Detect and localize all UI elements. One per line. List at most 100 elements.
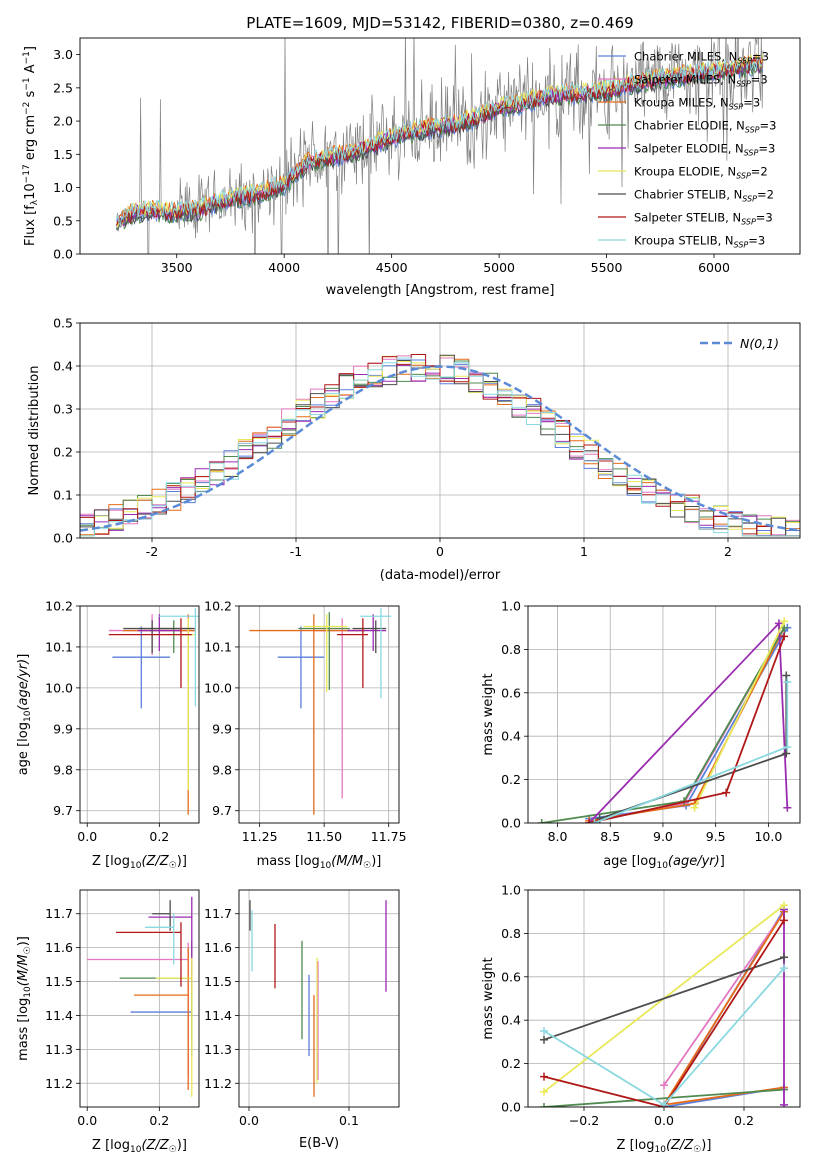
- weight-marker: [540, 1027, 548, 1036]
- y-tick-label: 9.9: [53, 721, 73, 736]
- legend-entry: Kroupa ELODIE, NSSP=2: [634, 165, 768, 181]
- x-tick-label: 5000: [483, 260, 515, 275]
- y-tick-label: 11.2: [45, 1076, 73, 1091]
- y-tick-label: 10.1: [204, 639, 232, 654]
- axes-frame: [527, 605, 801, 824]
- x-tick-label: 0.1: [339, 1113, 359, 1128]
- legend-entry: Chabrier STELIB, NSSP=2: [634, 188, 774, 204]
- y-tick-label: 11.5: [204, 974, 232, 989]
- grid: [80, 890, 199, 1107]
- x-tick-label: 11.25: [242, 829, 278, 844]
- weight-line: [543, 1088, 785, 1107]
- ticks: −0.2 0.0 0.2 0.0 0.2 0.4 0.6 0.8 1.0: [501, 883, 754, 1129]
- x-tick-label: 9.5: [706, 829, 726, 844]
- y-tick-label: 0.4: [501, 1013, 521, 1028]
- x-axis-label: (data-model)/error: [380, 568, 501, 583]
- weight-marker: [780, 964, 788, 973]
- legend-entry: Chabrier ELODIE, NSSP=3: [634, 119, 776, 135]
- y-tick-label: 10.2: [204, 599, 232, 614]
- y-axis-label: Flux [fλ10−17 erg cm−2 s−1 A−1]: [22, 46, 40, 246]
- mass-vs-ebv-panel: 0.0 0.1 11.2 11.3 11.4 11.5 11.6 11.7 E(B-V): [204, 889, 400, 1151]
- y-tick-label: 1.0: [53, 180, 73, 195]
- y-tick-label: 11.3: [204, 1042, 232, 1057]
- y-tick-label: 11.4: [45, 1008, 73, 1023]
- y-tick-label: 11.3: [45, 1042, 73, 1057]
- y-tick-label: 0.1: [53, 488, 73, 503]
- y-tick-label: 0.5: [53, 213, 73, 228]
- y-tick-label: 11.2: [204, 1076, 232, 1091]
- x-axis-label: age [log10(age/yr)]: [603, 854, 725, 871]
- weight-marker: [783, 677, 792, 686]
- y-tick-label: 2.0: [53, 114, 73, 129]
- plot-area: [87, 896, 193, 1097]
- y-tick-label: 0.0: [53, 247, 73, 262]
- mass-vs-metallicity-panel: 0.0 0.2 11.2 11.3 11.4 11.5 11.6 11.7 Z [log10(Z…: [16, 889, 200, 1155]
- weight-line: [543, 956, 785, 1041]
- weight-marker: [590, 819, 599, 823]
- weight-marker: [782, 749, 791, 758]
- y-tick-label: 0.3: [53, 402, 73, 417]
- weight-line: [594, 682, 789, 823]
- mass-weight-vs-metallicity-panel: −0.2 0.0 0.2 0.0 0.2 0.4 0.6 0.8 1.0 mass weight Z…: [481, 883, 801, 1155]
- weight-line: [662, 911, 785, 1106]
- weight-marker: [690, 803, 699, 812]
- y-tick-label: 1.0: [501, 599, 521, 614]
- x-axis-label: Z [log10(Z/Z☉)]: [617, 1138, 712, 1155]
- axes-frame: [79, 889, 200, 1108]
- legend-entry: Chabrier MILES, NSSP=3: [634, 50, 769, 66]
- y-tick-label: 1.5: [53, 147, 73, 162]
- age-vs-metallicity-panel: 0.0 0.2 9.7 9.8 9.9 10.0 10.1 10.2 Z [log10(Z/Z☉…: [16, 599, 200, 871]
- model-spectrum-line: [116, 56, 763, 227]
- ticks: 0.0 0.1 11.2 11.3 11.4 11.5 11.6 11.7: [204, 906, 359, 1128]
- y-tick-label: 0.0: [501, 816, 521, 831]
- y-tick-label: 0.8: [501, 926, 521, 941]
- weight-marker: [774, 619, 783, 628]
- x-tick-label: 0.0: [654, 1113, 674, 1128]
- legend: Chabrier MILES, NSSP=3 Salpeter MILES, NS…: [598, 50, 776, 250]
- spectrum-panel: 3500 4000 4500 5000 5500 6000 0.0 0.5 1.0 1.5 2.0 2…: [22, 14, 801, 298]
- y-tick-label: 11.6: [204, 940, 232, 955]
- plot-area: [540, 901, 788, 1107]
- axes-frame: [79, 322, 801, 539]
- x-axis-label: wavelength [Angstrom, rest frame]: [326, 283, 555, 298]
- plot-area: [80, 354, 800, 538]
- y-tick-label: 9.7: [212, 803, 232, 818]
- plot-area: [249, 608, 392, 815]
- weight-marker: [540, 1087, 548, 1096]
- legend-entry: Salpeter ELODIE, NSSP=3: [634, 142, 775, 158]
- y-tick-label: 0.0: [53, 531, 73, 546]
- x-tick-label: 0.0: [77, 1113, 97, 1128]
- legend-entry: N(0,1): [740, 336, 779, 351]
- normal-distribution-curve: [80, 365, 800, 532]
- y-tick-label: 0.2: [501, 772, 521, 787]
- x-tick-label: 2: [724, 544, 732, 559]
- weight-line: [543, 919, 785, 1107]
- x-axis-label: Z [log10(Z/Z☉)]: [92, 854, 187, 871]
- weight-line: [588, 627, 789, 820]
- age-vs-mass-panel: 11.25 11.50 11.75 9.7 9.8 9.9 10.0 10.1 10.2 mass…: [204, 599, 406, 872]
- y-tick-label: 9.8: [212, 762, 232, 777]
- y-tick-label: 10.0: [45, 680, 73, 695]
- y-axis-label: Normed distribution: [27, 366, 42, 496]
- chart-title: PLATE=1609, MJD=53142, FIBERID=0380, z=0…: [246, 14, 633, 32]
- y-tick-label: 11.4: [204, 1008, 232, 1023]
- weight-marker: [780, 1100, 788, 1107]
- y-tick-label: 3.0: [53, 47, 73, 62]
- x-tick-label: 0: [436, 544, 444, 559]
- model-spectrum-line: [116, 61, 763, 231]
- plot-area: [537, 617, 792, 823]
- plot-area: [108, 608, 199, 815]
- y-tick-label: 10.0: [204, 680, 232, 695]
- axes-frame: [79, 37, 801, 255]
- y-axis-label: mass weight: [481, 957, 496, 1039]
- y-tick-label: 0.2: [501, 1056, 521, 1071]
- y-tick-label: 0.6: [501, 685, 521, 700]
- x-tick-label: 4000: [268, 260, 300, 275]
- axes-frame: [527, 889, 801, 1108]
- grid: [239, 605, 399, 823]
- x-tick-label: 0.2: [734, 1113, 754, 1128]
- weight-marker: [722, 788, 731, 797]
- y-tick-label: 0.2: [53, 445, 73, 460]
- x-tick-label: 8.0: [548, 829, 568, 844]
